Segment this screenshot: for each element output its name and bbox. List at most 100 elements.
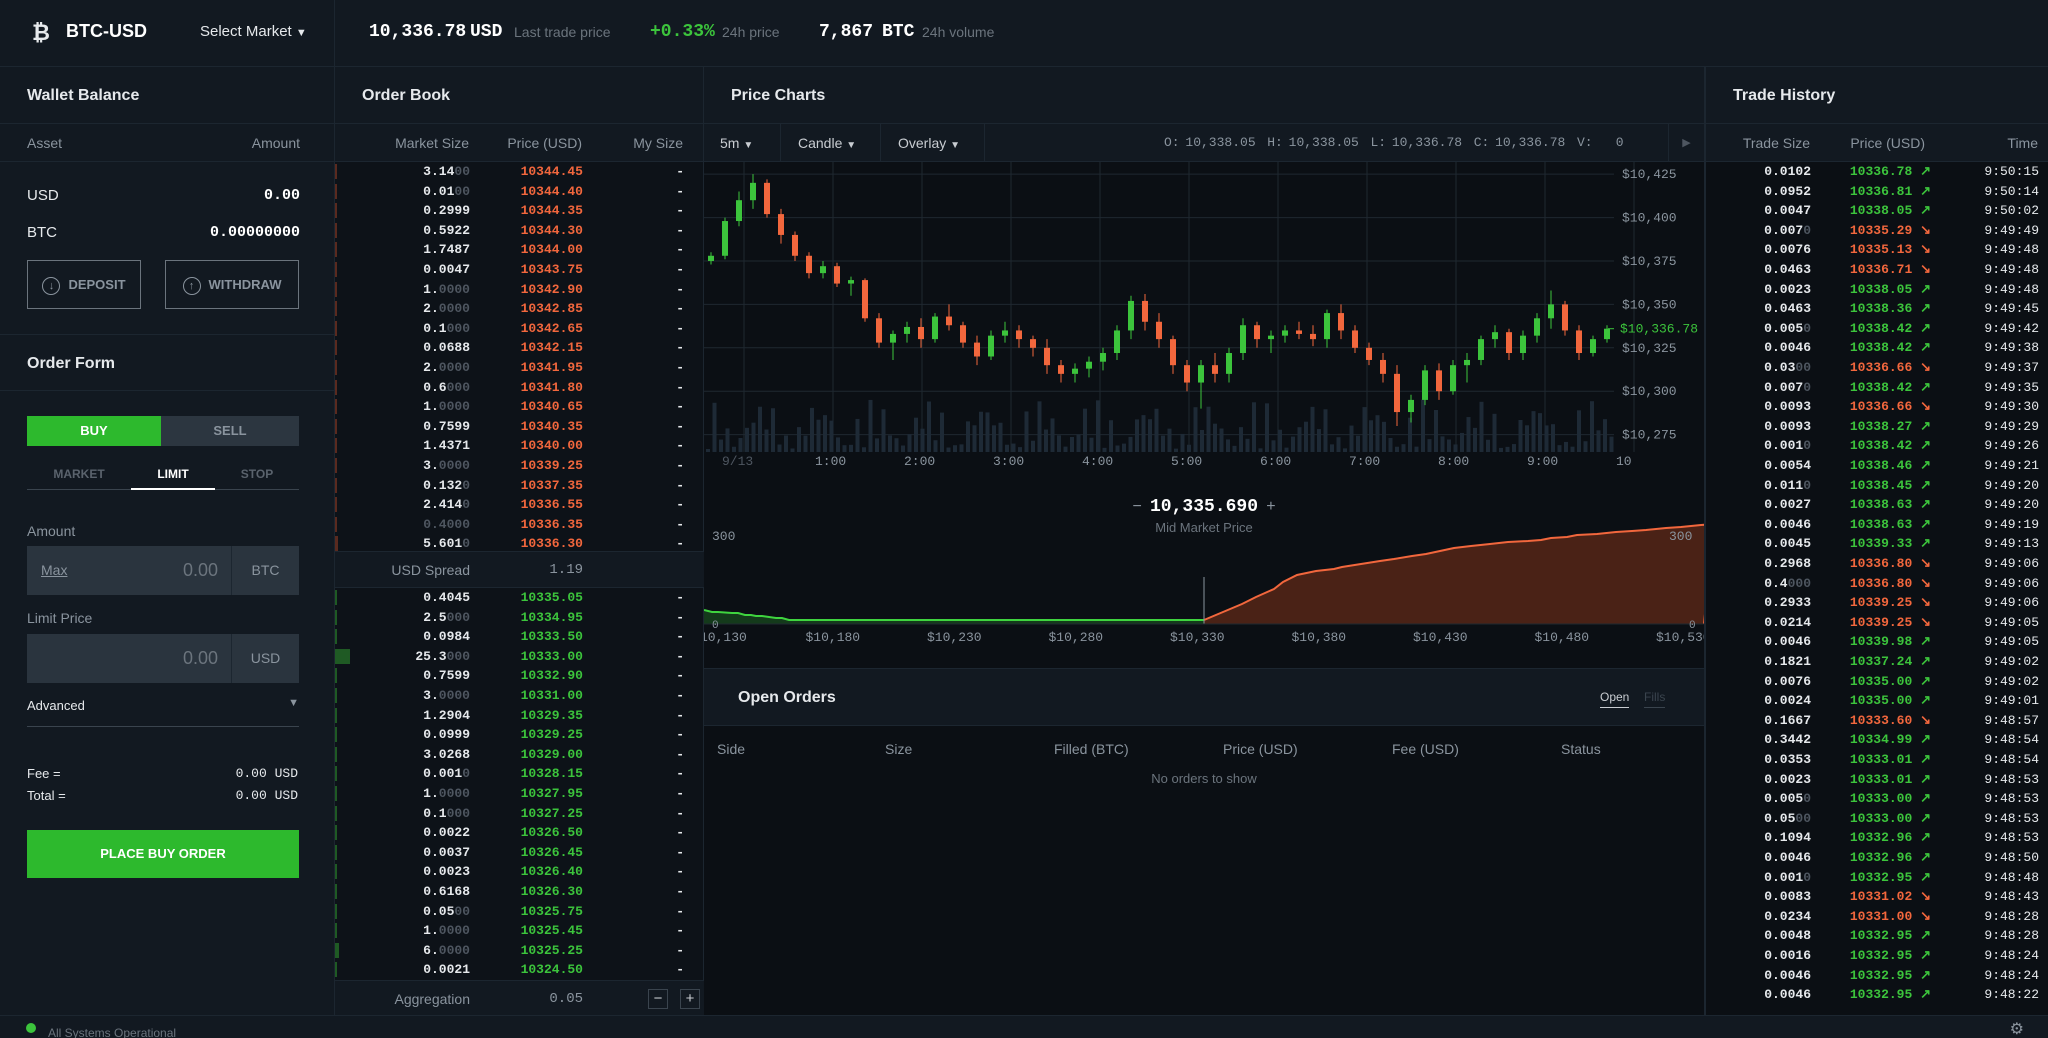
trade-time: 9:49:48 [1984, 281, 2039, 297]
volume-bar [1167, 428, 1172, 452]
minus-button[interactable]: − [648, 989, 668, 1009]
my-size: - [676, 301, 684, 317]
buy-tab[interactable]: BUY [27, 416, 161, 446]
bid-row[interactable]: 0.0037 10326.45 - [335, 843, 704, 862]
bid-row[interactable]: 0.0010 10328.15 - [335, 764, 704, 783]
bid-row[interactable]: 2.5000 10334.95 - [335, 608, 704, 627]
bid-row[interactable]: 1.0000 10325.45 - [335, 921, 704, 940]
volume-bar [888, 435, 892, 452]
bid-row[interactable]: 0.0500 10325.75 - [335, 902, 704, 921]
bid-row[interactable]: 3.0000 10331.00 - [335, 686, 704, 705]
bid-row[interactable]: 1.0000 10327.95 - [335, 784, 704, 803]
trade-price: 10335.00 ↗ [1849, 673, 1931, 689]
volume-bar [1447, 439, 1451, 452]
tab-limit[interactable]: LIMIT [131, 459, 215, 490]
candle-body [1128, 300, 1134, 331]
chevron-down-icon: ▼ [295, 27, 307, 39]
volume-bar [1395, 446, 1399, 452]
tab-open[interactable]: Open [1600, 689, 1630, 708]
chevron-down-icon: ▼ [846, 140, 857, 151]
interval-select[interactable]: 5m ▼ [720, 135, 754, 151]
ask-row[interactable]: 0.1000 10342.65 - [335, 319, 704, 338]
my-size: - [676, 805, 684, 821]
minus-icon[interactable]: − [1132, 498, 1142, 515]
bid-row[interactable]: 0.6168 10326.30 - [335, 882, 704, 901]
max-link[interactable]: Max [41, 562, 68, 578]
col-asset: Asset [27, 135, 63, 151]
play-icon[interactable]: ▶ [1668, 124, 1704, 162]
volume-bar [1388, 437, 1393, 452]
bid-row[interactable]: 0.1000 10327.25 - [335, 804, 704, 823]
my-size: - [676, 903, 684, 919]
ask-row[interactable]: 0.5922 10344.30 - [335, 221, 704, 240]
ask-row[interactable]: 0.1320 10337.35 - [335, 476, 704, 495]
my-size: - [676, 477, 684, 493]
tab-stop[interactable]: STOP [215, 459, 299, 490]
volume-bar [829, 420, 834, 452]
ask-row[interactable]: 0.4000 10336.35 - [335, 515, 704, 534]
trade-size: 0.0023 [1764, 281, 1811, 297]
ask-row[interactable]: 0.0047 10343.75 - [335, 260, 704, 279]
candle-body [960, 325, 966, 343]
ask-row[interactable]: 1.4371 10340.00 - [335, 436, 704, 455]
ask-row[interactable]: 1.7487 10344.00 - [335, 240, 704, 259]
bid-row[interactable]: 0.0022 10326.50 - [335, 823, 704, 842]
ask-row[interactable]: 5.6010 10336.30 - [335, 534, 704, 553]
gear-icon[interactable]: ⚙ [2009, 1021, 2024, 1038]
ask-row[interactable]: 0.0100 10344.40 - [335, 182, 704, 201]
bid-row[interactable]: 6.0000 10325.25 - [335, 941, 704, 960]
tab-market[interactable]: MARKET [27, 459, 131, 490]
volume-bar [1135, 419, 1139, 452]
advanced-toggle[interactable]: Advanced ▼ [27, 697, 299, 727]
bid-row[interactable]: 0.0999 10329.25 - [335, 725, 704, 744]
ask-row[interactable]: 1.0000 10340.65 - [335, 397, 704, 416]
place-buy-order-button[interactable]: PLACE BUY ORDER [27, 830, 299, 878]
ask-row[interactable]: 0.7599 10340.35 - [335, 417, 704, 436]
my-size: - [676, 629, 684, 645]
volume-bar [790, 448, 795, 452]
volume-bar [1148, 419, 1152, 452]
tab-fills[interactable]: Fills [1644, 689, 1666, 708]
ask-row[interactable]: 2.0000 10342.85 - [335, 299, 704, 318]
plus-icon[interactable]: + [1266, 498, 1276, 515]
bid-row[interactable]: 3.0268 10329.00 - [335, 745, 704, 764]
trade-size: 0.0463 [1764, 301, 1811, 317]
trade-price: 10332.96 ↗ [1849, 850, 1931, 865]
arrow-up-right-icon: ↗ [1912, 732, 1931, 748]
limit-price-field[interactable]: 0.00 USD [27, 634, 299, 683]
ask-row[interactable]: 3.0000 10339.25 - [335, 456, 704, 475]
bid-row[interactable]: 0.4045 10335.05 - [335, 588, 704, 607]
my-size: - [676, 766, 684, 782]
ask-row[interactable]: 0.0688 10342.15 - [335, 338, 704, 357]
bid-row[interactable]: 1.2904 10329.35 - [335, 706, 704, 725]
ask-row[interactable]: 1.0000 10342.90 - [335, 280, 704, 299]
ask-row[interactable]: 2.0000 10341.95 - [335, 358, 704, 377]
ask-row[interactable]: 0.2999 10344.35 - [335, 201, 704, 220]
ask-row[interactable]: 0.6000 10341.80 - [335, 378, 704, 397]
amount-field[interactable]: Max 0.00 BTC [27, 546, 299, 595]
trade-price: 10332.95 ↗ [1849, 987, 1931, 1003]
order-price: 10342.90 [520, 281, 583, 297]
overlay-select[interactable]: Overlay ▼ [898, 135, 961, 151]
bid-row[interactable]: 0.0023 10326.40 - [335, 862, 704, 881]
ask-row[interactable]: 2.4140 10336.55 - [335, 495, 704, 514]
select-market-dropdown[interactable]: Select Market ▼ [200, 23, 307, 40]
plus-button[interactable]: + [680, 989, 700, 1009]
arrow-down-right-icon: ↘ [1912, 360, 1931, 375]
bid-row[interactable]: 0.0021 10324.50 - [335, 960, 704, 979]
trade-history-panel: Trade History Trade Size Price (USD) Tim… [1705, 67, 2048, 1015]
arrow-up-right-icon: ↗ [1912, 183, 1931, 199]
withdraw-button[interactable]: ↑ WITHDRAW [165, 260, 299, 309]
trade-time: 9:50:15 [1984, 164, 2039, 179]
deposit-button[interactable]: ↓ DEPOSIT [27, 260, 141, 309]
bid-row[interactable]: 0.0984 10333.50 - [335, 627, 704, 646]
volume-bar [1525, 425, 1529, 452]
volume-bar [1518, 419, 1523, 452]
bid-row[interactable]: 0.7599 10332.90 - [335, 666, 704, 685]
sell-tab[interactable]: SELL [161, 416, 299, 446]
bid-row[interactable]: 25.3000 10333.00 - [335, 647, 704, 666]
chart-type-select[interactable]: Candle ▼ [798, 135, 857, 151]
order-size: 1.0000 [423, 281, 470, 297]
ask-row[interactable]: 3.1400 10344.45 - [335, 162, 704, 181]
trade-price: 10336.80 ↘ [1849, 556, 1931, 571]
